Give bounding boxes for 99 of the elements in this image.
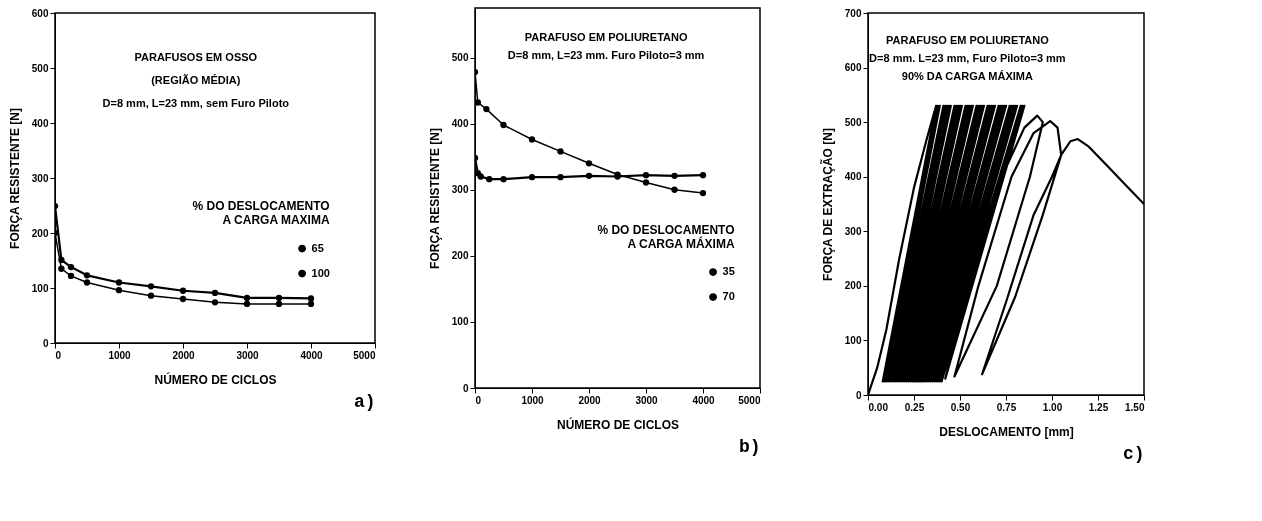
point xyxy=(477,173,484,180)
legend-label: 70 xyxy=(722,290,735,303)
x-axis-title: NÚMERO DE CICLOS xyxy=(154,371,277,387)
x-tick-label: 1.00 xyxy=(1042,401,1063,413)
point xyxy=(275,300,283,308)
x-tick-label: 1.50 xyxy=(1125,401,1145,413)
x-tick-label: 5000 xyxy=(738,394,761,406)
x-tick-label: 5000 xyxy=(353,349,376,361)
legend-label: 100 xyxy=(311,266,330,279)
point xyxy=(115,287,123,294)
text: b) xyxy=(738,437,761,457)
legend-title: % DO DESLOCAMENTO A CARGA MAXIMA xyxy=(192,199,330,228)
point xyxy=(671,172,678,180)
x-tick-label: 3000 xyxy=(236,349,260,361)
point xyxy=(179,295,187,303)
point xyxy=(500,176,507,183)
annotation: D=8 mm, L=23 mm. Furo Piloto=3 mm xyxy=(507,49,705,61)
point xyxy=(243,300,251,308)
y-tick-label: 500 xyxy=(844,116,862,128)
annotation: (REGIÃO MÉDIA) xyxy=(151,74,241,86)
point xyxy=(67,263,75,271)
point xyxy=(275,294,283,302)
y-tick-label: 300 xyxy=(31,172,49,184)
legend-label: 65 xyxy=(311,241,324,254)
y-tick-label: 100 xyxy=(31,282,49,294)
y-tick-label: 200 xyxy=(844,280,862,292)
annotation: D=8 mm. L=23 mm, Furo Piloto=3 mm xyxy=(869,52,1066,64)
point xyxy=(83,279,91,286)
point xyxy=(307,295,315,302)
y-tick-label: 100 xyxy=(844,334,862,346)
point xyxy=(528,136,536,143)
y-tick-label: 200 xyxy=(451,250,469,262)
point xyxy=(243,294,251,302)
x-tick-label: 0 xyxy=(55,349,62,361)
point xyxy=(58,265,65,272)
annotation: PARAFUSO EM POLIURETANO xyxy=(524,31,688,43)
x-tick-label: 1000 xyxy=(521,394,545,406)
x-tick-label: 3000 xyxy=(635,394,659,406)
annotation: D=8 mm, L=23 mm, sem Furo Piloto xyxy=(102,97,290,109)
x-tick-label: 1.25 xyxy=(1088,401,1109,413)
x-tick-label: 4000 xyxy=(692,394,716,406)
x-tick-label: 0 xyxy=(475,394,482,406)
legend-label: 35 xyxy=(722,265,735,278)
x-axis-title: DESLOCAMENTO [mm] xyxy=(939,424,1074,439)
point xyxy=(211,289,219,297)
y-tick-label: 0 xyxy=(42,337,49,349)
legend-title: % DO DESLOCAMENTO A CARGA MÁXIMA xyxy=(597,222,735,251)
annotation: PARAFUSO EM POLIURETANO xyxy=(885,34,1050,46)
point xyxy=(147,292,155,299)
y-tick-label: 700 xyxy=(844,7,862,19)
y-tick-label: 300 xyxy=(451,184,469,196)
point xyxy=(475,99,482,106)
point xyxy=(585,160,593,167)
point xyxy=(528,174,536,181)
annotation: 90% DA CARGA MÁXIMA xyxy=(901,70,1034,82)
point xyxy=(557,148,564,155)
y-tick-label: 400 xyxy=(31,117,49,129)
point xyxy=(486,176,493,183)
x-tick-label: 0.25 xyxy=(904,401,925,413)
point xyxy=(67,272,75,280)
point xyxy=(642,172,650,179)
annotation: PARAFUSOS EM OSSO xyxy=(134,51,258,63)
text: a) xyxy=(353,392,376,412)
y-axis-title: FORÇA RESISTENTE [N] xyxy=(427,128,442,269)
x-axis-title: NÚMERO DE CICLOS xyxy=(556,416,680,432)
point xyxy=(671,186,678,193)
x-tick-label: 4000 xyxy=(300,349,324,361)
point xyxy=(147,283,155,290)
point xyxy=(585,172,593,180)
x-tick-label: 2000 xyxy=(172,349,196,361)
x-tick-label: 2000 xyxy=(578,394,602,406)
point xyxy=(179,287,187,294)
y-tick-label: 100 xyxy=(451,316,469,328)
y-tick-label: 0 xyxy=(462,382,469,394)
point xyxy=(83,272,91,279)
y-tick-label: 300 xyxy=(844,225,862,237)
point xyxy=(557,174,564,181)
x-tick-label: 0.50 xyxy=(950,401,971,413)
point xyxy=(483,105,490,113)
text: c) xyxy=(1122,444,1145,464)
point xyxy=(115,279,123,286)
y-tick-label: 500 xyxy=(451,52,469,64)
y-axis-title: FORÇA RESISTENTE [N] xyxy=(7,108,22,249)
point xyxy=(307,300,315,308)
x-tick-label: 0.00 xyxy=(868,401,889,413)
y-tick-label: 200 xyxy=(31,227,49,239)
point xyxy=(642,179,650,186)
y-tick-label: 600 xyxy=(31,7,49,19)
point xyxy=(211,299,219,306)
y-tick-label: 500 xyxy=(31,62,49,74)
y-tick-label: 400 xyxy=(844,171,862,183)
y-tick-label: 400 xyxy=(451,118,469,130)
point xyxy=(500,121,507,129)
point xyxy=(699,172,707,179)
y-axis-title: FORÇA DE EXTRAÇÃO [N] xyxy=(819,128,835,281)
y-tick-label: 600 xyxy=(844,62,862,74)
point xyxy=(699,189,707,197)
x-tick-label: 1000 xyxy=(108,349,132,361)
x-tick-label: 0.75 xyxy=(996,401,1017,413)
